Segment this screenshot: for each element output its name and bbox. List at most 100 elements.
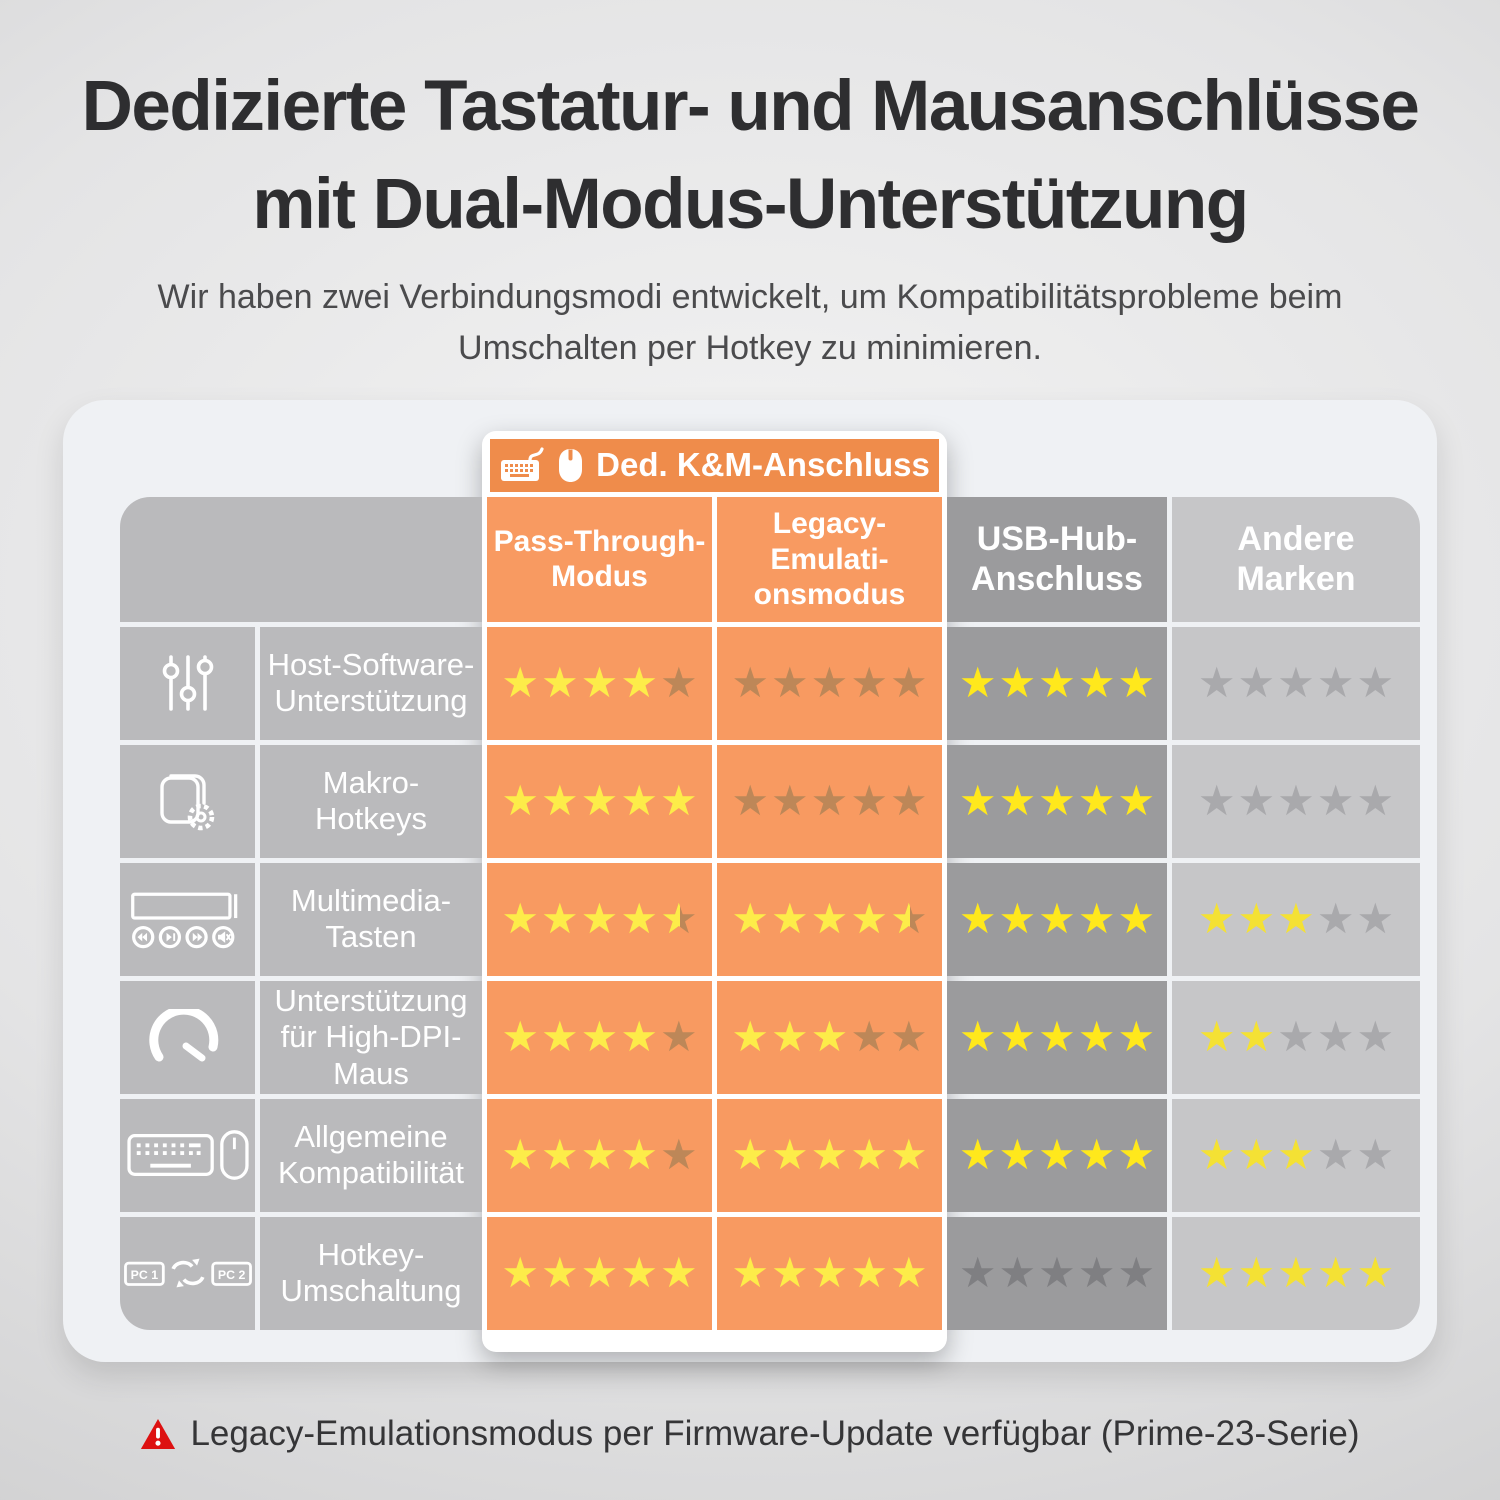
star: ★ bbox=[958, 894, 997, 944]
star: ★ bbox=[660, 898, 698, 941]
star: ★ bbox=[731, 1012, 770, 1062]
star: ★ bbox=[850, 1012, 888, 1062]
mouse-icon bbox=[557, 447, 584, 484]
col-header-pass-through: Pass-Through- Modus bbox=[487, 496, 712, 622]
star: ★ bbox=[810, 894, 849, 944]
star: ★ bbox=[1316, 1130, 1355, 1180]
rating-other-brands: ★ ★ ★ ★ ★ bbox=[1172, 744, 1420, 858]
star: ★ bbox=[771, 1130, 809, 1180]
star: ★ bbox=[620, 1012, 658, 1062]
star: ★ bbox=[659, 776, 698, 826]
star: ★ bbox=[810, 776, 849, 826]
star: ★ bbox=[1356, 658, 1395, 708]
star: ★ bbox=[541, 894, 579, 944]
star: ★ bbox=[501, 776, 540, 826]
row-label: Makro- Hotkeys bbox=[260, 744, 482, 858]
rating-usb-hub: ★ ★ ★ ★ ★ bbox=[947, 744, 1167, 858]
star: ★ bbox=[731, 1130, 770, 1180]
page-title: Dedizierte Tastatur- und Mausanschlüsse … bbox=[0, 0, 1500, 254]
row-label: Unterstützung für High-DPI- Maus bbox=[260, 980, 482, 1094]
star: ★ bbox=[889, 1130, 928, 1180]
star: ★ bbox=[580, 1012, 619, 1062]
table-corner-blank bbox=[120, 496, 482, 622]
col-header-legacy: Legacy- Emulati- onsmodus bbox=[717, 496, 942, 622]
rating-other-brands: ★ ★ ★ ★ ★ bbox=[1172, 1098, 1420, 1212]
star: ★ bbox=[1117, 1130, 1156, 1180]
media-keys-icon bbox=[120, 862, 255, 976]
rating-pass-through: ★ ★ ★ ★ ★ bbox=[487, 1216, 712, 1330]
rating-legacy-emulation: ★ ★ ★ ★ ★ bbox=[717, 1216, 942, 1330]
star: ★ bbox=[580, 1130, 619, 1180]
star: ★ bbox=[1237, 894, 1276, 944]
star: ★ bbox=[1237, 1130, 1276, 1180]
star: ★ bbox=[541, 1130, 579, 1180]
star: ★ bbox=[620, 894, 658, 944]
star: ★ bbox=[501, 1130, 540, 1180]
star: ★ bbox=[501, 1248, 540, 1298]
star: ★ bbox=[889, 1012, 928, 1062]
star: ★ bbox=[541, 1012, 579, 1062]
rating-legacy-emulation: ★ ★ ★ ★ ★ bbox=[717, 980, 942, 1094]
star: ★ bbox=[620, 658, 658, 708]
star: ★ bbox=[771, 776, 809, 826]
star: ★ bbox=[580, 776, 619, 826]
title-line-1: Dedizierte Tastatur- und Mausanschlüsse bbox=[81, 67, 1420, 146]
star: ★ bbox=[501, 894, 540, 944]
star: ★ bbox=[1038, 1130, 1076, 1180]
star: ★ bbox=[958, 1130, 997, 1180]
star: ★ bbox=[850, 1130, 888, 1180]
title-line-2: mit Dual-Modus-Unterstützung bbox=[252, 164, 1249, 244]
keyboard-mouse-icon bbox=[120, 1098, 255, 1212]
star: ★ bbox=[771, 1012, 809, 1062]
row-label: Hotkey- Umschaltung bbox=[260, 1216, 482, 1330]
star: ★ bbox=[731, 658, 770, 708]
star: ★ bbox=[1277, 776, 1315, 826]
star: ★ bbox=[1197, 1012, 1236, 1062]
star: ★ bbox=[1077, 776, 1116, 826]
star: ★ bbox=[501, 1012, 540, 1062]
star: ★ bbox=[1277, 894, 1315, 944]
star: ★ bbox=[810, 658, 849, 708]
rating-usb-hub: ★ ★ ★ ★ ★ bbox=[947, 1216, 1167, 1330]
star: ★ bbox=[1197, 1130, 1236, 1180]
rating-usb-hub: ★ ★ ★ ★ ★ bbox=[947, 980, 1167, 1094]
star: ★ bbox=[501, 658, 540, 708]
star: ★ bbox=[850, 776, 888, 826]
star: ★ bbox=[659, 1248, 698, 1298]
rating-legacy-emulation: ★ ★ ★ ★ ★ bbox=[717, 626, 942, 740]
star: ★ bbox=[890, 898, 928, 941]
rating-usb-hub: ★ ★ ★ ★ ★ bbox=[947, 862, 1167, 976]
rating-usb-hub: ★ ★ ★ ★ ★ bbox=[947, 1098, 1167, 1212]
star: ★ bbox=[850, 658, 888, 708]
star: ★ bbox=[1197, 1248, 1236, 1298]
star: ★ bbox=[1038, 1012, 1076, 1062]
star: ★ bbox=[958, 1012, 997, 1062]
star: ★ bbox=[580, 894, 619, 944]
rating-other-brands: ★ ★ ★ ★ ★ bbox=[1172, 862, 1420, 976]
star: ★ bbox=[620, 1248, 658, 1298]
star: ★ bbox=[1117, 658, 1156, 708]
col-header-usb-hub: USB-Hub- Anschluss bbox=[947, 496, 1167, 622]
star: ★ bbox=[889, 1248, 928, 1298]
rating-pass-through: ★ ★ ★ ★ ★ bbox=[487, 744, 712, 858]
rating-usb-hub: ★ ★ ★ ★ ★ bbox=[947, 626, 1167, 740]
comparison-grid: Pass-Through- Modus Legacy- Emulati- ons… bbox=[120, 496, 1420, 1330]
star: ★ bbox=[1117, 776, 1156, 826]
star: ★ bbox=[771, 658, 809, 708]
star: ★ bbox=[1077, 894, 1116, 944]
star: ★ bbox=[1237, 1012, 1276, 1062]
rating-pass-through: ★ ★ ★ ★ ★ bbox=[487, 1098, 712, 1212]
star: ★ bbox=[1277, 1130, 1315, 1180]
star: ★ bbox=[1237, 1248, 1276, 1298]
star: ★ bbox=[771, 1248, 809, 1298]
star: ★ bbox=[998, 1248, 1037, 1298]
rating-other-brands: ★ ★ ★ ★ ★ bbox=[1172, 1216, 1420, 1330]
speedometer-icon bbox=[120, 980, 255, 1094]
star: ★ bbox=[1077, 1012, 1116, 1062]
star: ★ bbox=[1277, 1248, 1315, 1298]
star: ★ bbox=[1117, 1012, 1156, 1062]
warning-icon bbox=[140, 1418, 176, 1450]
star: ★ bbox=[731, 1248, 770, 1298]
star: ★ bbox=[1077, 1130, 1116, 1180]
